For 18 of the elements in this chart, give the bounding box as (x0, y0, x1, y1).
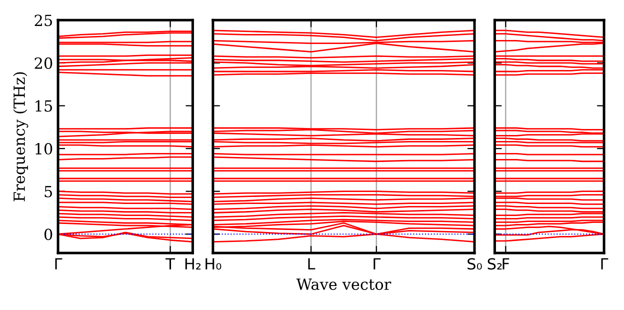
x-axis-title: Wave vector (296, 278, 392, 290)
x-tick-label: L (308, 258, 316, 270)
x-tick-label: Γ (374, 258, 381, 270)
x-tick-label: F (502, 258, 510, 270)
x-tick-label: T (166, 258, 175, 270)
y-tick-label: 5 (44, 186, 52, 198)
y-axis-title: Frequency (THz) (13, 72, 28, 202)
x-tick-label: S₂ (488, 258, 502, 270)
x-tick-label: Γ (55, 258, 62, 270)
x-tick-label: S₀ (468, 258, 482, 270)
y-tick-label: 10 (36, 143, 52, 155)
y-tick-label: 15 (36, 100, 52, 112)
x-tick-label: H₂ (185, 258, 201, 270)
x-tick-label: H₀ (206, 258, 222, 270)
x-tick-label: Γ (601, 258, 608, 270)
y-tick-label: 20 (34, 57, 52, 69)
y-tick-label: 0 (44, 228, 52, 240)
y-tick-label: 25 (34, 14, 52, 26)
